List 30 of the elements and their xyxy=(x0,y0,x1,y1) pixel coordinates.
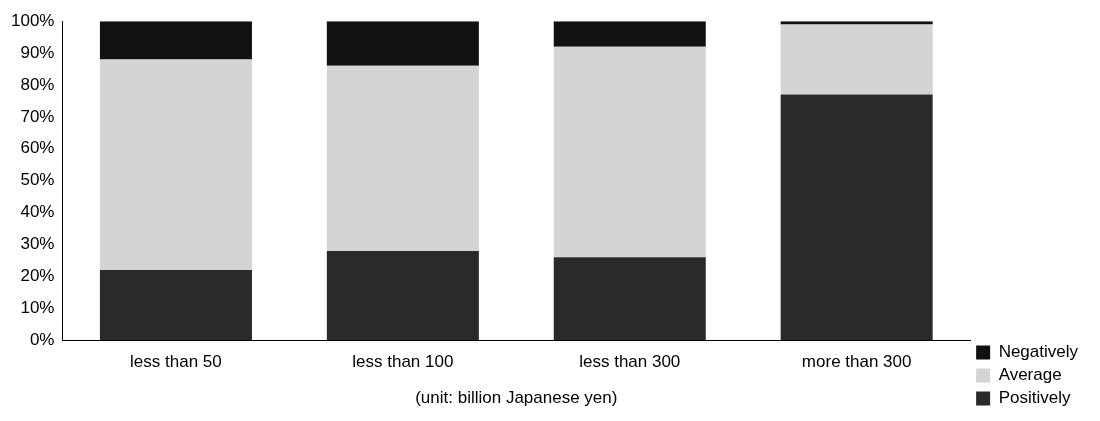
bar xyxy=(326,65,479,251)
x-tick-label: less than 100 xyxy=(352,352,454,372)
legend-label: Positively xyxy=(998,388,1071,408)
y-tick-label: 80% xyxy=(20,74,55,94)
bar xyxy=(99,21,252,60)
y-tick-label: 70% xyxy=(20,106,55,126)
y-tick-label: 90% xyxy=(20,42,55,62)
bar xyxy=(780,24,933,95)
legend-label: Negatively xyxy=(998,342,1079,362)
bar xyxy=(553,257,706,341)
y-tick-label: 60% xyxy=(20,138,55,158)
y-tick-label: 100% xyxy=(11,10,55,30)
legend-label: Average xyxy=(998,365,1062,385)
y-tick-label: 50% xyxy=(20,170,55,190)
y-tick-label: 30% xyxy=(20,234,55,254)
bar xyxy=(780,94,933,341)
bar xyxy=(326,250,479,341)
y-tick-label: 0% xyxy=(29,329,55,349)
bar xyxy=(326,21,479,66)
bar xyxy=(99,270,252,341)
bar xyxy=(553,21,706,47)
bar xyxy=(99,59,252,271)
x-tick-label: more than 300 xyxy=(801,352,912,372)
y-tick-label: 40% xyxy=(20,202,55,222)
x-tick-label: less than 300 xyxy=(579,352,681,372)
x-axis-title: (unit: billion Japanese yen) xyxy=(415,388,618,408)
y-tick-label: 10% xyxy=(20,297,55,317)
y-tick-label: 20% xyxy=(20,266,55,286)
x-tick-label: less than 50 xyxy=(130,352,222,372)
bar xyxy=(553,46,706,258)
